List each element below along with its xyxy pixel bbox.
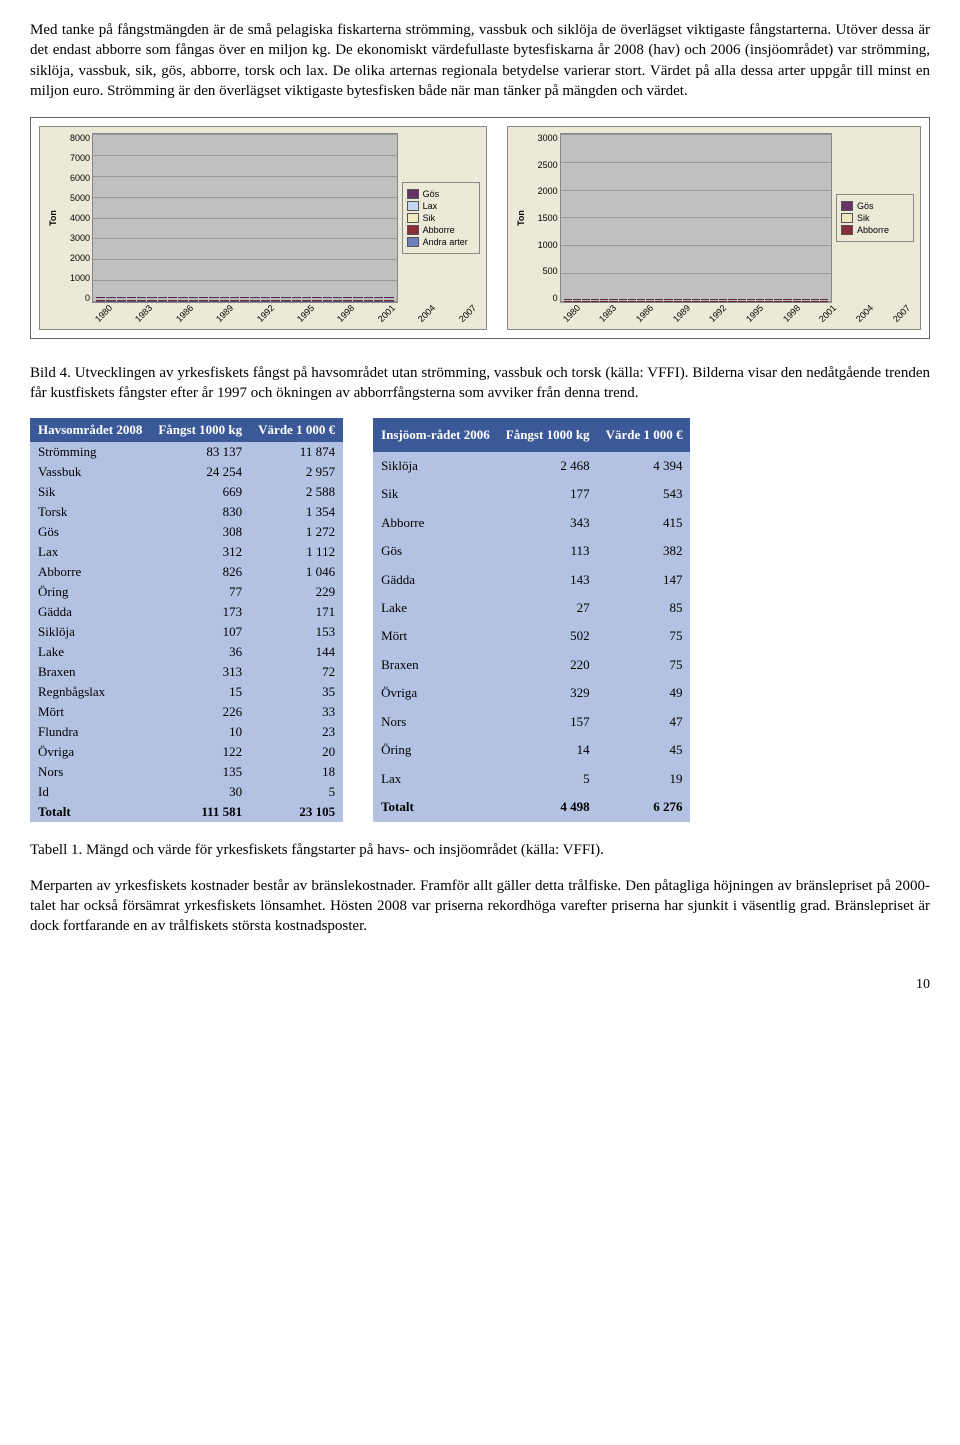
tables-row: Havsområdet 2008Fångst 1000 kgVärde 1 00… — [30, 418, 930, 822]
chart-b-yticks: 300025002000150010005000 — [528, 133, 560, 303]
chart-a-plot — [92, 133, 398, 303]
chart-b-ylabel: Ton — [516, 210, 526, 226]
intro-paragraph: Med tanke på fångstmängden är de små pel… — [30, 20, 930, 101]
chart-b-legend: GösSikAbborre — [836, 194, 914, 242]
table-caption: Tabell 1. Mängd och värde för yrkesfiske… — [30, 840, 930, 860]
table-a: Havsområdet 2008Fångst 1000 kgVärde 1 00… — [30, 418, 343, 822]
chart-a-xticks: 1980198319861989199219951998200120042007 — [90, 305, 480, 327]
chart-a-ylabel: Ton — [48, 210, 58, 226]
charts-container: Ton 800070006000500040003000200010000 Gö… — [30, 117, 930, 339]
chart-a-legend: GösLaxSikAbborreAndra arter — [402, 182, 480, 254]
table-b: Insjöom-rådet 2006Fångst 1000 kgVärde 1 … — [373, 418, 690, 822]
chart-a-yticks: 800070006000500040003000200010000 — [60, 133, 92, 303]
chart-b: Ton 300025002000150010005000 GösSikAbbor… — [507, 126, 921, 330]
figure-caption: Bild 4. Utvecklingen av yrkesfiskets fån… — [30, 363, 930, 404]
chart-b-xticks: 1980198319861989199219951998200120042007 — [558, 305, 914, 327]
chart-b-plot — [560, 133, 832, 303]
page-number: 10 — [30, 977, 930, 993]
chart-a: Ton 800070006000500040003000200010000 Gö… — [39, 126, 487, 330]
closing-paragraph: Merparten av yrkesfiskets kostnader best… — [30, 876, 930, 937]
